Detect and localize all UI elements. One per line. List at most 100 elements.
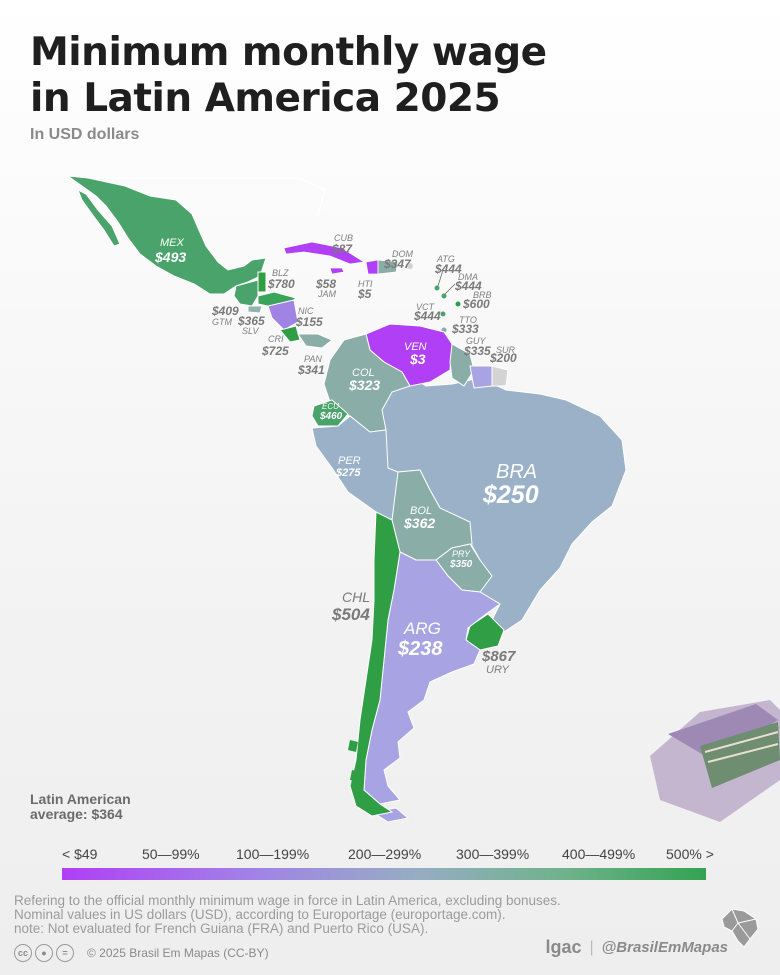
- chile-islands: [348, 740, 360, 782]
- map-title: Minimum monthly wage in Latin America 20…: [30, 30, 547, 122]
- copyright-text: © 2025 Brasil Em Mapas (CC-BY): [87, 946, 269, 960]
- label-nic-value: $155: [295, 315, 323, 329]
- label-guy-code: GUY: [466, 336, 487, 346]
- label-jam-code: JAM: [317, 289, 337, 299]
- label-gtm-code: GTM: [212, 317, 232, 327]
- label-cub-code: CUB: [334, 233, 353, 243]
- label-dom-code: DOM: [392, 249, 414, 259]
- label-sur-value: $200: [489, 351, 517, 365]
- label-mex-value: $493: [154, 249, 186, 265]
- label-brb-value: $600: [462, 297, 490, 311]
- country-dom: [377, 259, 399, 275]
- brazil-map-logo-icon: [721, 908, 759, 948]
- country-cub: [283, 241, 366, 265]
- atg-dot: [434, 285, 440, 291]
- label-atg-value: $444: [434, 262, 462, 276]
- label-sur-code: SUR: [496, 345, 516, 355]
- country-sur: [469, 365, 493, 389]
- footnote-line-3: note: Not evaluated for French Guiana (F…: [14, 921, 429, 936]
- legend-label: 500% >: [666, 846, 714, 862]
- label-pan-value: $341: [297, 363, 325, 377]
- social-handle: @BrasilEmMapas: [601, 939, 728, 956]
- label-ven-value: $3: [409, 351, 426, 367]
- dma-dot: [441, 293, 447, 299]
- label-cri-code: CRI: [268, 334, 284, 344]
- country-cri: [279, 325, 301, 343]
- label-bra-value: $250: [482, 481, 539, 509]
- title-line-1: Minimum monthly wage: [30, 30, 547, 75]
- label-arg-value: $238: [397, 638, 443, 660]
- label-nic-code: NIC: [298, 306, 314, 316]
- legend-label: 50—99%: [142, 846, 200, 862]
- label-gtm-value: $409: [211, 304, 239, 318]
- label-bol-value: $362: [403, 515, 435, 531]
- license-badge: cc ● = © 2025 Brasil Em Mapas (CC-BY): [14, 944, 269, 962]
- usa-border-line: [70, 177, 326, 216]
- footnote-line-1: Refering to the official monthly minimum…: [14, 893, 561, 908]
- brand-block: lgac | @BrasilEmMapas: [545, 937, 728, 958]
- country-jam: [329, 267, 345, 275]
- brand-separator: |: [589, 938, 594, 956]
- baja-california: [77, 188, 121, 247]
- legend-label: < $49: [62, 846, 98, 862]
- label-atg-code: ATG: [436, 254, 455, 264]
- average-line-2: average: $364: [30, 806, 123, 822]
- footnote-line-2: Nominal values in US dollars (USD), acco…: [14, 907, 506, 922]
- label-ury-value: $867: [481, 648, 516, 665]
- label-mex-code: MEX: [160, 237, 185, 249]
- label-blz-code: BLZ: [272, 268, 289, 278]
- wallet-illustration: [650, 700, 780, 822]
- label-pry-code: PRY: [452, 549, 471, 559]
- average-line-1: Latin American: [30, 791, 131, 807]
- label-ecu-value: $460: [319, 411, 343, 422]
- label-guy-value: $335: [463, 344, 491, 358]
- label-per-code: PER: [338, 455, 361, 467]
- label-col-code: COL: [352, 367, 375, 379]
- label-hti-value: $5: [357, 287, 372, 301]
- lgac-logo: lgac: [545, 937, 582, 957]
- label-tto-value: $333: [451, 322, 479, 336]
- label-tto-code: TTO: [459, 315, 477, 325]
- label-ven-code: VEN: [404, 341, 427, 353]
- label-bol-code: BOL: [410, 505, 432, 517]
- country-pan: [297, 333, 333, 349]
- country-slv: [247, 305, 263, 314]
- country-blz: [257, 271, 267, 293]
- legend-label: 200—299%: [348, 846, 422, 862]
- nd-icon: =: [56, 944, 74, 962]
- label-bra-code: BRA: [496, 461, 537, 483]
- brb-dot: [455, 301, 461, 307]
- label-ecu-code: ECU: [322, 402, 339, 411]
- latin-american-average: Latin American average: $364: [30, 792, 131, 822]
- label-blz-value: $780: [267, 277, 295, 291]
- label-cub-value: $87: [331, 242, 353, 256]
- puerto-rico-dot: [407, 263, 413, 269]
- legend-label: 400—499%: [562, 846, 636, 862]
- label-dma-value: $444: [454, 279, 482, 293]
- label-hti-code: HTI: [358, 279, 373, 289]
- country-guy: [449, 343, 475, 387]
- legend-label: 300—399%: [456, 846, 530, 862]
- label-dom-value: $347: [383, 257, 412, 271]
- label-arg-code: ARG: [403, 619, 441, 638]
- label-pan-code: PAN: [304, 354, 322, 364]
- country-guf: [491, 365, 509, 387]
- country-hti: [365, 259, 379, 275]
- dma-leader-line: [444, 283, 456, 295]
- label-brb-code: BRB: [473, 290, 492, 300]
- legend-labels: < $49 50—99% 100—199% 200—299% 300—399% …: [0, 846, 780, 866]
- map-subtitle: In USD dollars: [30, 126, 140, 143]
- legend-color-bar: [62, 868, 706, 880]
- label-per-value: $275: [335, 467, 361, 479]
- atg-leader-line: [437, 269, 444, 287]
- country-nic: [267, 299, 299, 331]
- label-slv-code: SLV: [242, 326, 260, 336]
- footnotes: Refering to the official monthly minimum…: [14, 894, 561, 936]
- label-cri-value: $725: [261, 344, 289, 358]
- title-line-2: in Latin America 2025: [30, 76, 501, 121]
- country-mex: [66, 175, 267, 295]
- label-slv-value: $365: [237, 314, 265, 328]
- vct-dot: [440, 311, 446, 317]
- label-vct-code: VCT: [416, 302, 436, 312]
